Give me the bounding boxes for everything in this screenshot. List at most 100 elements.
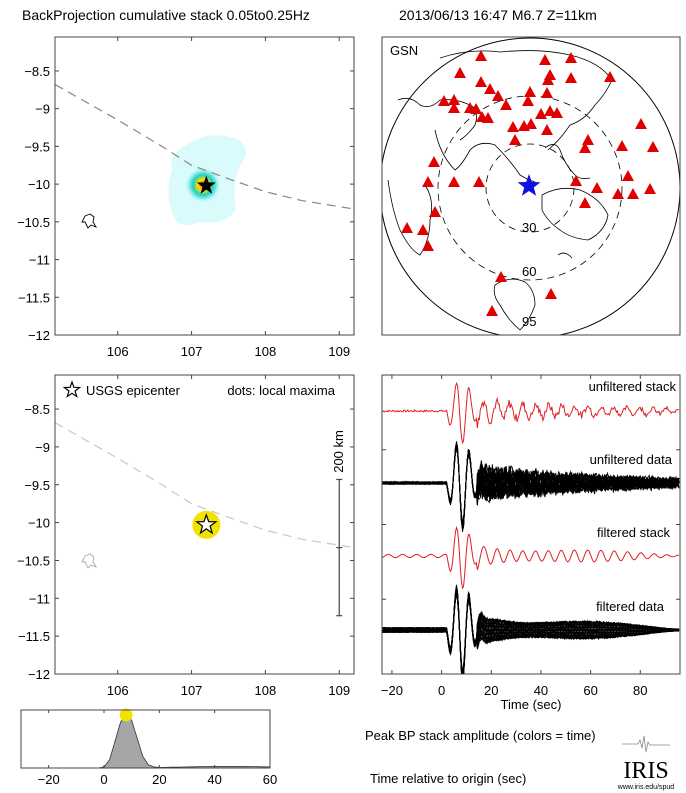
- y-tick-label: −11: [29, 591, 50, 606]
- x-tick-label: 40: [207, 772, 221, 787]
- y-tick-label: −10: [28, 177, 50, 192]
- station-triangle-icon: [579, 197, 591, 208]
- x-tick-label: 0: [438, 683, 445, 698]
- filtered-data-trace: [382, 589, 680, 674]
- strip-xlabel: Time relative to origin (sec): [370, 771, 526, 786]
- seismogram-logo-icon: [622, 735, 670, 753]
- filtered-stack-trace: [382, 525, 679, 590]
- ring-label-30: 30: [522, 220, 536, 235]
- station-triangle-icon: [539, 54, 551, 65]
- station-triangle-icon: [475, 76, 487, 87]
- station-triangle-icon: [524, 86, 536, 97]
- station-triangle-icon: [438, 95, 450, 106]
- island-outline: [81, 553, 98, 569]
- station-triangle-icon: [482, 112, 494, 123]
- y-tick-label: −10.5: [17, 215, 50, 230]
- station-triangle-icon: [492, 90, 504, 101]
- network-label: GSN: [390, 43, 418, 58]
- filtered-data-trace: [382, 586, 680, 674]
- x-tick-label: 0: [100, 772, 107, 787]
- map-frame: [54, 374, 355, 675]
- station-triangle-icon: [417, 224, 429, 235]
- trace-label-filtered-stack: filtered stack: [597, 525, 670, 540]
- x-tick-label: −20: [381, 683, 403, 698]
- peak-amplitude-plot: −20 0 20 40 60: [20, 708, 277, 787]
- y-tick-label: −9: [35, 440, 50, 455]
- iris-url: www.iris.edu/spud: [617, 784, 675, 791]
- station-triangle-icon: [545, 288, 557, 299]
- station-triangle-icon: [551, 107, 563, 118]
- ring-label-60: 60: [522, 264, 536, 279]
- x-tick-label: 60: [583, 683, 597, 698]
- legend-local-maxima: dots: local maxima: [227, 383, 335, 398]
- station-triangle-icon: [422, 240, 434, 251]
- trace-label-unfiltered-data: unfiltered data: [590, 452, 673, 467]
- x-tick-label: 80: [633, 683, 647, 698]
- peak-amplitude-label: Peak BP stack amplitude (colors = time): [365, 728, 596, 743]
- station-triangle-icon: [644, 183, 656, 194]
- y-tick-label: −12: [28, 667, 50, 682]
- station-triangle-icon: [495, 271, 507, 282]
- strip-frame: [20, 709, 271, 769]
- station-triangle-icon: [518, 120, 530, 131]
- station-triangle-icon: [622, 170, 634, 181]
- x-tick-label: 106: [107, 683, 129, 698]
- station-triangle-icon: [448, 94, 460, 105]
- x-tick-label: 20: [484, 683, 498, 698]
- y-tick-label: −8.5: [24, 402, 50, 417]
- station-triangle-icon: [473, 176, 485, 187]
- station-triangle-icon: [454, 67, 466, 78]
- unfiltered-data-trace: [382, 449, 680, 529]
- station-triangle-icon: [535, 108, 547, 119]
- globe-epicenter-star: [517, 174, 541, 196]
- station-triangle-icon: [627, 188, 639, 199]
- station-triangle-icon: [565, 52, 577, 63]
- station-globe: 30 60 95 GSN: [381, 36, 681, 336]
- station-triangle-icon: [541, 124, 553, 135]
- station-triangle-icon: [522, 95, 534, 106]
- local-maxima-map: USGS epicenter dots: local maxima 200 km…: [17, 374, 355, 698]
- y-tick-label: −10.5: [17, 553, 50, 568]
- station-triangle-icon: [509, 134, 521, 145]
- y-tick-label: −9: [35, 102, 50, 117]
- x-tick-label: −20: [38, 772, 60, 787]
- event-info: 2013/06/13 16:47 M6.7 Z=11km: [399, 7, 597, 23]
- station-triangle-icon: [570, 175, 582, 186]
- scale-bar-label: 200 km: [331, 430, 346, 473]
- station-triangle-icon: [525, 118, 537, 129]
- unfiltered-stack-trace: [382, 381, 680, 445]
- station-triangle-icon: [401, 222, 413, 233]
- station-triangle-icon: [604, 71, 616, 82]
- y-tick-label: −9.5: [24, 139, 50, 154]
- station-triangle-icon: [428, 156, 440, 167]
- station-triangle-icon: [448, 176, 460, 187]
- station-triangle-icon: [612, 188, 624, 199]
- station-triangle-icon: [616, 140, 628, 151]
- y-tick-label: −8.5: [24, 64, 50, 79]
- x-tick-label: 109: [328, 683, 350, 698]
- iris-logo-text: IRIS: [623, 758, 668, 784]
- station-triangle-icon: [464, 102, 476, 113]
- trace-label-filtered-data: filtered data: [596, 599, 665, 614]
- y-tick-label: −11.5: [18, 290, 50, 305]
- x-tick-label: 60: [263, 772, 277, 787]
- station-triangle-icon: [475, 50, 487, 61]
- iris-logo: IRIS www.iris.edu/spud: [617, 735, 675, 791]
- station-triangle-icon: [635, 118, 647, 129]
- island-outline: [81, 213, 98, 229]
- filtered-data-trace: [382, 588, 680, 674]
- plot-title: BackProjection cumulative stack 0.05to0.…: [22, 7, 310, 23]
- x-tick-label: 109: [328, 344, 350, 359]
- x-tick-label: 107: [181, 344, 203, 359]
- coastlines: [387, 50, 613, 331]
- station-triangle-icon: [484, 83, 496, 94]
- map-frame: [54, 36, 355, 336]
- station-triangle-icon: [591, 182, 603, 193]
- epicenter-star-icon: [195, 513, 218, 535]
- legend-star-icon: [62, 380, 82, 398]
- x-tick-label: 108: [255, 344, 277, 359]
- x-tick-label: 108: [255, 683, 277, 698]
- epicenter-star-icon: [196, 175, 216, 194]
- ring-30: [485, 143, 575, 233]
